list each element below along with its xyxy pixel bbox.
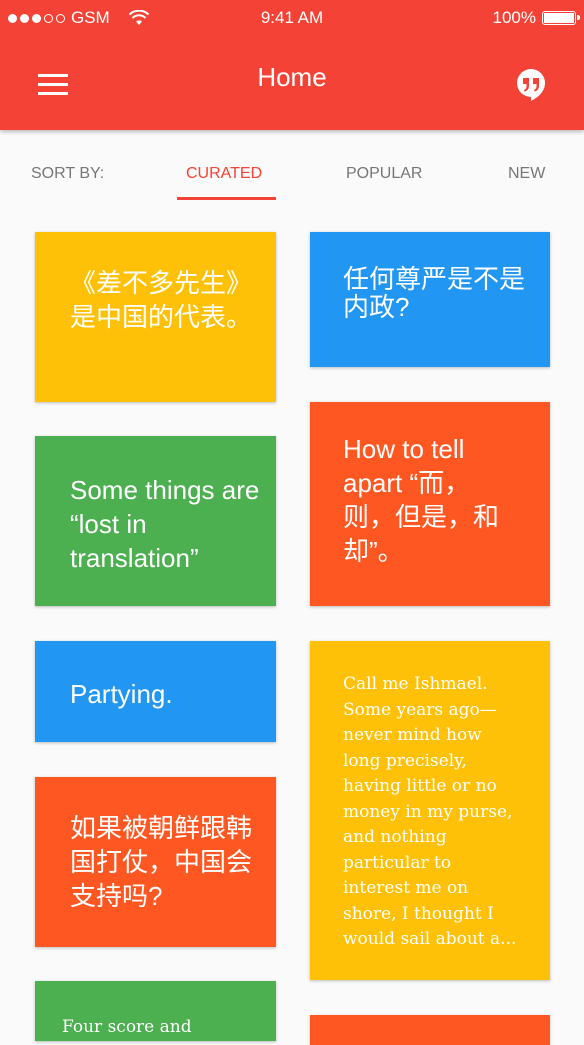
card-cha-bu-duo[interactable]: 《差不多先生》是中国的代表。: [35, 232, 276, 402]
card-text: 《差不多先生》是中国的代表。: [70, 268, 253, 332]
sort-bar: SORT BY: CURATED POPULAR NEW: [0, 130, 584, 200]
wifi-icon: [128, 10, 149, 25]
card-lost-in-translation[interactable]: Some things are “lost in translation”: [35, 436, 276, 606]
tab-popular[interactable]: POPULAR: [346, 165, 423, 182]
card-korea-war[interactable]: 如果被朝鲜跟韩国打仗，中国会支持吗?: [35, 777, 276, 947]
status-bar: GSM 9:41 AM 100%: [0, 0, 584, 36]
card-moby-dick[interactable]: Call me Ishmael. Some years ago—never mi…: [310, 641, 550, 980]
hamburger-menu-icon[interactable]: [38, 74, 68, 96]
card-text: 如果被朝鲜跟韩国打仗，中国会支持吗?: [70, 813, 253, 911]
card-partial[interactable]: [310, 1015, 550, 1045]
card-dignity[interactable]: 任何尊严是不是内政?: [310, 232, 550, 367]
card-text: Call me Ishmael. Some years ago—never mi…: [343, 674, 517, 949]
card-four-score[interactable]: Four score and: [35, 981, 276, 1041]
battery-percent: 100%: [492, 8, 536, 27]
page-title: Home: [257, 62, 327, 92]
card-text: Partying.: [70, 679, 173, 709]
signal-strength-icon: [8, 13, 65, 23]
battery-icon: [542, 11, 580, 25]
card-how-to-tell-apart[interactable]: How to tell apart “而，则，但是，和却”。: [310, 402, 550, 606]
app-header: GSM 9:41 AM 100% Home: [0, 0, 584, 130]
card-partying[interactable]: Partying.: [35, 641, 276, 742]
card-text: Four score and: [62, 1017, 192, 1037]
quote-bubble-icon[interactable]: [516, 68, 546, 102]
tab-new[interactable]: NEW: [508, 165, 546, 182]
active-tab-indicator: [177, 197, 276, 200]
card-text: Some things are “lost in translation”: [70, 475, 260, 573]
card-text: 任何尊严是不是内政?: [343, 264, 526, 322]
carrier-label: GSM: [71, 8, 110, 27]
sort-by-label: SORT BY:: [31, 165, 105, 182]
clock: 9:41 AM: [260, 8, 324, 27]
tab-curated[interactable]: CURATED: [186, 165, 263, 182]
card-text: How to tell apart “而，则，但是，和却”。: [343, 434, 500, 566]
